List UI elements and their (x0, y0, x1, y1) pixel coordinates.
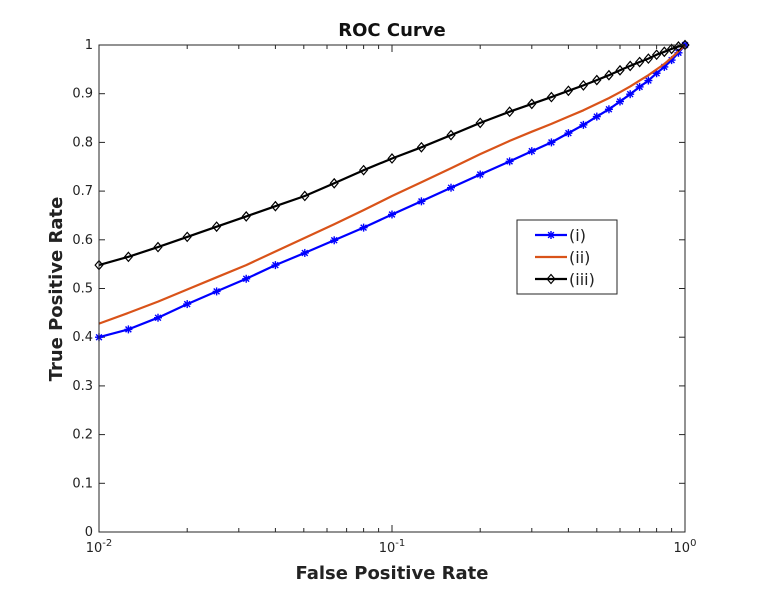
data-point-marker (659, 46, 669, 58)
y-tick-label: 0.8 (72, 135, 93, 150)
data-point-marker (547, 138, 556, 147)
legend-swatch-marker (546, 273, 556, 285)
data-point-marker (563, 85, 574, 97)
data-point-marker (635, 82, 644, 91)
x-tick-base: 10 (86, 541, 103, 556)
data-point-marker (615, 97, 624, 106)
x-tick-label: 10-1 (379, 538, 406, 556)
y-tick-label: 0.3 (72, 379, 93, 394)
y-tick-label: 0.7 (72, 184, 93, 199)
data-point-marker (666, 43, 677, 55)
data-point-marker (546, 91, 557, 103)
data-point-marker (476, 170, 485, 179)
x-tick-label: 10-2 (86, 538, 113, 556)
data-point-marker (644, 76, 653, 85)
series-line (98, 43, 686, 267)
y-tick-label: 0.1 (72, 476, 93, 491)
series-line (98, 44, 686, 325)
data-point-marker (527, 98, 537, 110)
y-tick-label: 0.6 (72, 233, 93, 248)
data-point-marker (635, 56, 645, 68)
x-tick-exponent: 0 (690, 538, 696, 549)
series-i (95, 41, 689, 342)
data-point-marker (270, 200, 281, 212)
data-point-marker (625, 60, 635, 72)
y-tick-label: 0.9 (72, 87, 93, 102)
data-point-marker (505, 157, 514, 166)
y-tick-label: 1 (85, 38, 93, 53)
x-tick-exponent: -2 (102, 538, 112, 549)
data-point-marker (330, 236, 339, 245)
data-point-marker (604, 105, 613, 114)
data-point-marker (626, 90, 635, 99)
x-axis-title: False Positive Rate (296, 563, 489, 584)
data-point-marker (123, 251, 134, 263)
data-point-marker (329, 177, 339, 189)
data-point-marker (504, 106, 515, 118)
legend-label: (i) (569, 226, 586, 245)
data-point-marker (416, 141, 427, 153)
data-point-marker (578, 79, 589, 91)
data-point-marker (446, 129, 456, 141)
data-point-marker (651, 49, 662, 61)
legend-swatch-marker (547, 231, 555, 239)
series-iii (94, 39, 690, 271)
data-point-marker (387, 153, 397, 164)
data-point-marker (211, 221, 222, 233)
x-tick-base: 10 (674, 541, 691, 556)
data-point-marker (604, 69, 614, 81)
x-tick-base: 10 (379, 541, 396, 556)
chart-title: ROC Curve (338, 20, 445, 41)
y-axis-title: True Positive Rate (46, 197, 67, 382)
data-point-marker (154, 313, 163, 322)
y-tick-label: 0.5 (72, 282, 93, 297)
data-point-marker (242, 274, 251, 283)
data-point-marker (579, 120, 588, 129)
x-tick-exponent: -1 (395, 538, 405, 549)
data-point-marker (592, 74, 602, 86)
y-tick-label: 0.4 (72, 330, 93, 345)
data-point-marker (643, 53, 654, 65)
data-point-marker (592, 112, 601, 121)
y-tick-label: 0 (85, 525, 93, 540)
data-point-marker (300, 190, 310, 202)
data-point-marker (475, 117, 485, 129)
legend-label: (iii) (569, 270, 595, 289)
data-point-marker (153, 241, 163, 253)
plot-frame (98, 44, 686, 533)
data-series (94, 39, 690, 342)
data-point-marker (417, 197, 426, 206)
data-point-marker (300, 248, 309, 257)
y-tick-label: 0.2 (72, 428, 93, 443)
data-point-marker (182, 231, 192, 243)
data-point-marker (183, 300, 192, 309)
x-tick-label: 100 (674, 538, 697, 556)
data-point-marker (564, 129, 573, 138)
data-point-marker (447, 183, 456, 192)
legend: (i) (ii) (iii) (516, 219, 618, 295)
data-point-marker (241, 210, 251, 222)
data-point-marker (388, 210, 396, 219)
legend-label: (ii) (569, 248, 590, 267)
data-point-marker (527, 147, 536, 156)
data-point-marker (271, 261, 280, 270)
data-point-marker (615, 64, 625, 76)
data-point-marker (358, 164, 369, 176)
data-point-marker (359, 223, 368, 232)
data-point-marker (212, 287, 221, 296)
series-ii (98, 44, 686, 325)
data-point-marker (124, 325, 133, 334)
